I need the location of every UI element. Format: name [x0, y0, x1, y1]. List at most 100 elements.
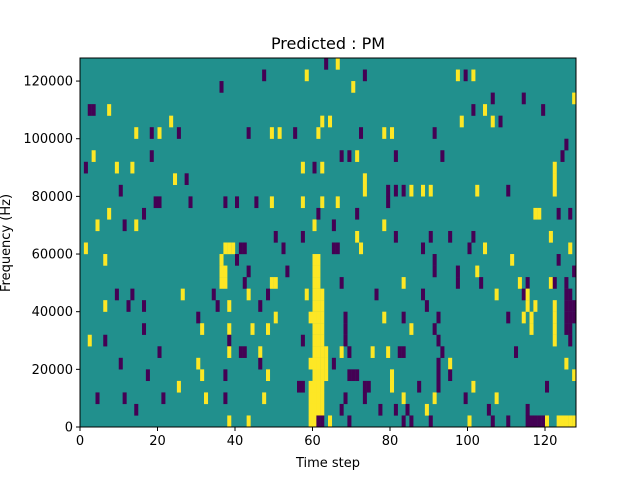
heatmap-cell [572, 265, 577, 278]
heatmap-cell [223, 392, 228, 405]
heatmap-cell [347, 415, 352, 428]
heatmap-cell [316, 403, 321, 416]
heatmap-cell [331, 242, 336, 255]
heatmap-cell [149, 127, 154, 139]
x-tick-label: 120 [533, 434, 558, 449]
heatmap-cell [285, 265, 290, 278]
heatmap-cell [316, 346, 321, 358]
heatmap-cell [246, 265, 251, 278]
heatmap-cell [525, 277, 530, 289]
heatmap-cell [382, 311, 387, 324]
heatmap-cell [343, 323, 348, 335]
heatmap-cell [235, 254, 240, 266]
heatmap-cell [498, 115, 503, 128]
heatmap-cell [103, 300, 108, 312]
heatmap-cell [196, 311, 201, 324]
heatmap-cell [362, 380, 367, 393]
heatmap-cell [448, 230, 453, 243]
heatmap-cell [568, 334, 573, 347]
heatmap-cell [529, 323, 534, 335]
heatmap-cell [134, 127, 139, 139]
heatmap-cell [277, 127, 282, 139]
heatmap-cell [393, 184, 398, 197]
heatmap-cell [552, 184, 557, 197]
heatmap-cell [572, 300, 577, 312]
heatmap-cell [428, 184, 433, 197]
heatmap-cell [238, 242, 243, 255]
heatmap-cell [339, 277, 344, 289]
heatmap-cell [312, 346, 317, 358]
heatmap-cell [316, 380, 321, 393]
heatmap-cell [246, 288, 251, 301]
heatmap-cell [308, 415, 313, 428]
heatmap-cell [122, 392, 127, 405]
heatmap-cell [219, 265, 224, 278]
heatmap-cell [525, 288, 530, 301]
heatmap-cell [320, 369, 325, 382]
y-tick-label: 20000 [32, 363, 73, 378]
heatmap-cell [401, 415, 406, 428]
heatmap-cell [432, 127, 437, 139]
heatmap-cell [572, 92, 577, 105]
heatmap-cell [382, 127, 387, 139]
heatmap-cell [521, 311, 526, 324]
heatmap-cell [320, 403, 325, 416]
heatmap-cell [343, 311, 348, 324]
heatmap-cell [479, 277, 484, 289]
heatmap-cell [258, 346, 263, 358]
heatmap-cell [176, 380, 181, 393]
heatmap-cell [517, 277, 522, 289]
heatmap-cell [560, 415, 565, 428]
heatmap-cell [568, 207, 573, 220]
heatmap-cell [211, 288, 216, 301]
heatmap-cell [215, 300, 220, 312]
heatmap-cell [355, 369, 360, 382]
heatmap-cell [359, 242, 364, 255]
heatmap-cell [227, 242, 232, 255]
heatmap-cell [126, 300, 131, 312]
heatmap-cell [374, 288, 379, 301]
heatmap-cells [83, 58, 577, 428]
heatmap-cell [269, 196, 274, 209]
heatmap-cell [103, 254, 108, 266]
heatmap-cell [506, 415, 511, 428]
heatmap-cell [525, 300, 530, 312]
heatmap-cell [134, 403, 139, 416]
heatmap-cell [149, 150, 154, 162]
heatmap-cell [401, 346, 406, 358]
heatmap-cell [297, 380, 302, 393]
heatmap-cell [227, 334, 232, 347]
heatmap-cell [312, 219, 317, 232]
heatmap-cell [521, 288, 526, 301]
heatmap-cell [180, 288, 185, 301]
heatmap-cell [556, 415, 561, 428]
heatmap-cell [386, 346, 391, 358]
heatmap-cell [204, 392, 209, 405]
heatmap-cell [541, 104, 546, 116]
heatmap-cell [223, 369, 228, 382]
heatmap-cell [568, 415, 573, 428]
heatmap-cell [130, 288, 135, 301]
heatmap-cell [572, 369, 577, 382]
heatmap-cell [552, 311, 557, 324]
heatmap-cell [107, 104, 112, 116]
heatmap-cell [417, 380, 422, 393]
x-tick-label: 60 [304, 434, 321, 449]
heatmap-cell [250, 323, 255, 335]
heatmap-cell [188, 196, 193, 209]
heatmap-cell [347, 369, 352, 382]
heatmap-cell [564, 311, 569, 324]
heatmap-cell [242, 242, 247, 255]
heatmap-cell [300, 334, 305, 347]
heatmap-cell [312, 254, 317, 266]
heatmap-cell [390, 127, 395, 139]
heatmap-cell [459, 115, 464, 128]
heatmap-cell [572, 415, 577, 428]
heatmap-cell [223, 265, 228, 278]
heatmap-cell [440, 150, 445, 162]
heatmap-cell [266, 323, 271, 335]
heatmap-cell [529, 311, 534, 324]
y-tick-label: 120000 [23, 75, 73, 90]
heatmap-cell [545, 415, 550, 428]
heatmap-cell [157, 346, 162, 358]
